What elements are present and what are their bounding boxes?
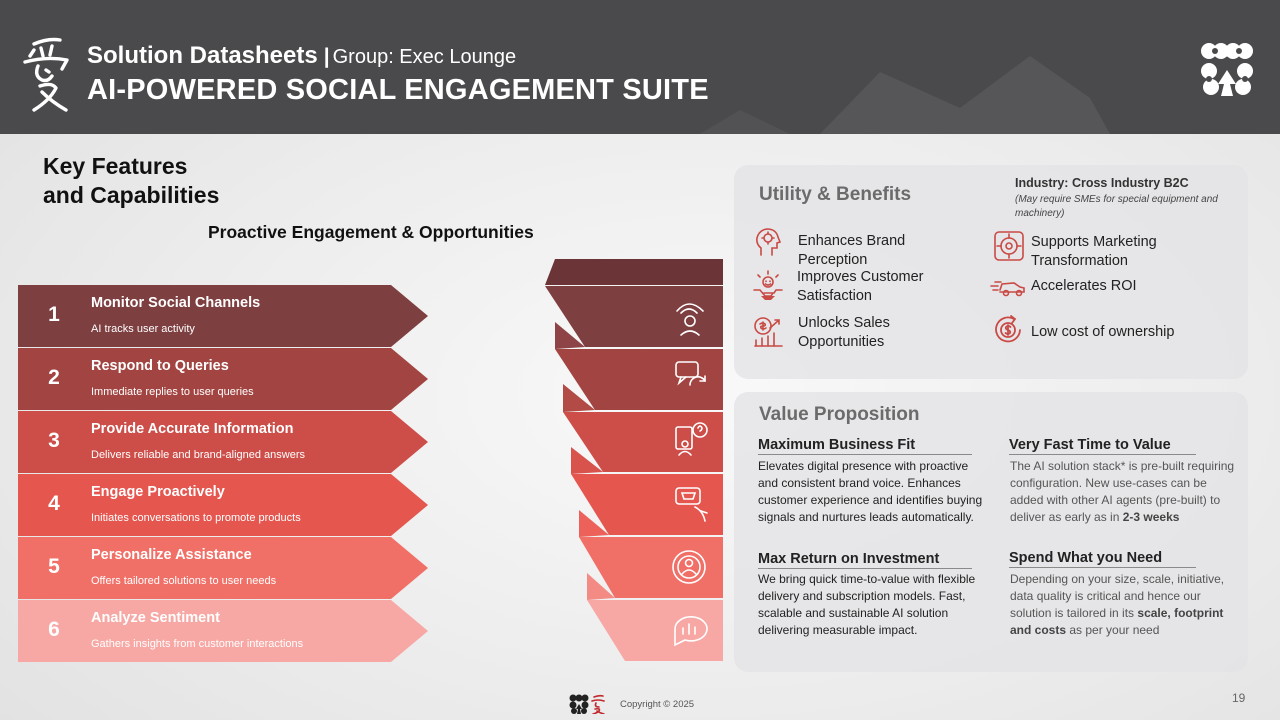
customer-satisfaction-icon <box>753 270 783 300</box>
benefit-item: Supports Marketing Transformation <box>1031 234 1157 269</box>
step-title: Engage Proactively <box>91 484 225 500</box>
value-item-text: We bring quick time-to-value with flexib… <box>758 572 976 637</box>
step-description: Immediate replies to user queries <box>91 386 254 398</box>
value-item-text: The AI solution stack* is pre-built requ… <box>1010 458 1240 526</box>
value-item-text: Depending on your size, scale, initiativ… <box>1010 571 1236 639</box>
value-item-text-bold: scale, footprint and costs <box>1010 606 1224 637</box>
group-label: Group: Exec Lounge <box>332 46 517 68</box>
step-description: Initiates conversations to promote produ… <box>91 512 301 524</box>
value-item-heading: Maximum Business Fit <box>758 437 972 455</box>
benefit-item: Improves Customer Satisfaction <box>797 269 924 304</box>
step-title: Monitor Social Channels <box>91 295 261 311</box>
step-chevron: 4 Engage Proactively Initiates conversat… <box>18 474 428 536</box>
brand-head-icon <box>756 228 782 256</box>
step-title: Personalize Assistance <box>91 547 252 563</box>
benefit-item: Unlocks Sales Opportunities <box>798 315 890 350</box>
value-proposition-heading: Value Proposition <box>759 404 920 425</box>
step-number: 5 <box>48 555 60 578</box>
header-decoration <box>700 56 1110 134</box>
step-number: 3 <box>48 429 60 452</box>
chat-refresh-icon <box>675 361 706 386</box>
step-number: 2 <box>48 366 60 389</box>
dollar-cycle-icon <box>995 315 1021 343</box>
step-title: Analyze Sentiment <box>91 610 220 626</box>
value-item-heading: Spend What you Need <box>1009 550 1196 568</box>
question-board-icon <box>675 422 708 456</box>
engagement-section-title: Proactive Engagement & Opportunities <box>208 222 534 242</box>
footer-logo-icon <box>569 694 605 714</box>
utility-benefits-card <box>734 165 1248 379</box>
step-number: 4 <box>48 492 60 515</box>
header-title-row: Solution Datasheets | Group: Exec Lounge <box>87 42 516 70</box>
step-chevron: 6 Analyze Sentiment Gathers insights fro… <box>18 600 428 662</box>
benefit-item: Accelerates ROI <box>1031 278 1137 294</box>
value-item-text: Elevates digital presence with proactive… <box>758 459 983 524</box>
key-features-line1: Key Features <box>43 153 188 179</box>
benefit-item: Low cost of ownership <box>1031 324 1175 340</box>
feature-steps: 1 Monitor Social Channels AI tracks user… <box>18 285 428 662</box>
marketing-brain-icon <box>994 231 1024 261</box>
page-title: Solution Datasheets <box>87 42 318 69</box>
fast-car-icon <box>990 281 1025 297</box>
header-banner: Solution Datasheets | Group: Exec Lounge A… <box>0 0 1280 134</box>
copyright-text: Copyright © 2025 <box>620 699 695 710</box>
value-item-text-main: The AI solution stack* is pre-built requ… <box>1010 459 1235 524</box>
solution-title: AI-POWERED SOCIAL ENGAGEMENT SUITE <box>87 74 709 106</box>
value-item-heading: Very Fast Time to Value <box>1009 437 1196 455</box>
title-separator: | <box>323 45 330 68</box>
sales-growth-icon <box>754 317 783 347</box>
key-features-line2: and Capabilities <box>43 182 220 208</box>
utility-benefits-heading: Utility & Benefits <box>759 184 912 205</box>
value-item-heading: Max Return on Investment <box>758 551 972 569</box>
zigzag-ribbon-graphic <box>545 259 723 661</box>
step-description: Delivers reliable and brand-aligned answ… <box>91 449 306 461</box>
page-number: 19 <box>1232 691 1246 705</box>
benefit-item: Enhances Brand Perception <box>798 233 906 268</box>
calligraphy-logo-icon <box>23 37 69 112</box>
industry-label: Industry: Cross Industry B2C <box>1015 176 1189 190</box>
brand-mark-icon <box>1201 43 1253 96</box>
step-number: 6 <box>48 618 60 641</box>
shopping-cart-chat-icon <box>675 487 708 522</box>
monitor-eye-icon <box>676 303 704 336</box>
industry-note: (May require SMEs for special equipment … <box>1015 194 1218 219</box>
value-item-text-tail: as per your need <box>1066 623 1160 637</box>
step-number: 1 <box>48 303 60 326</box>
step-title: Provide Accurate Information <box>91 421 294 437</box>
value-proposition-card <box>734 392 1248 672</box>
step-title: Respond to Queries <box>91 358 229 374</box>
step-description: Offers tailored solutions to user needs <box>91 575 277 587</box>
step-chevron: 2 Respond to Queries Immediate replies t… <box>18 348 428 410</box>
step-chevron: 3 Provide Accurate Information Delivers … <box>18 411 428 473</box>
value-item-text-main: Depending on your size, scale, initiativ… <box>1010 572 1225 620</box>
step-description: Gathers insights from customer interacti… <box>91 638 304 650</box>
value-item-text-bold: 2-3 weeks <box>1122 510 1180 524</box>
step-description: AI tracks user activity <box>91 323 195 335</box>
chat-chart-icon <box>674 616 708 647</box>
user-cycle-icon <box>672 550 706 584</box>
key-features-heading: Key Features and Capabilities <box>43 152 303 210</box>
step-chevron: 5 Personalize Assistance Offers tailored… <box>18 537 428 599</box>
step-chevron: 1 Monitor Social Channels AI tracks user… <box>18 285 428 347</box>
